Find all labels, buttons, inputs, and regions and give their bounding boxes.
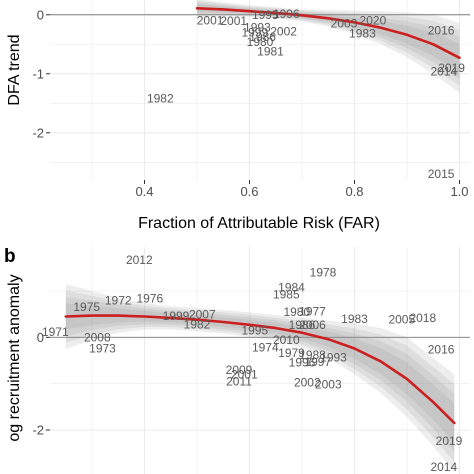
x-tick-label: 0.8 (345, 184, 363, 199)
year-point-label: 2007 (189, 308, 216, 322)
confidence-band-layer (197, 0, 460, 86)
confidence-band-layer (65, 297, 455, 453)
year-point-label: 1981 (257, 44, 284, 58)
year-point-label: 2014 (430, 64, 457, 78)
x-tick-label: 1.0 (450, 184, 468, 199)
year-point-label: 1988 (299, 348, 326, 362)
confidence-band-layer (65, 284, 455, 472)
year-point-label: 1983 (349, 27, 376, 41)
year-point-label: 2016 (428, 24, 455, 38)
y-tick-label: 0 (37, 7, 44, 22)
year-point-label: 1973 (89, 342, 116, 356)
confidence-band-layer (197, 0, 460, 93)
fit-curve (64, 314, 456, 425)
year-point-label: 1996 (273, 7, 300, 21)
year-point-label: 2009 (226, 363, 253, 377)
year-point-label: 2005 (388, 313, 415, 327)
year-point-label: 1971 (42, 325, 69, 339)
year-point-label: 2012 (126, 253, 153, 267)
panel-a-y-axis-title: DFA trend (6, 34, 23, 105)
year-point-label: 1983 (341, 312, 368, 326)
year-point-label: 2001 (231, 367, 258, 381)
panel-a-tick-labels: 0 -1 -2 0.4 0.6 0.8 1.0 (32, 7, 468, 199)
year-point-label: 1993 (244, 21, 271, 35)
y-tick-label: -1 (32, 66, 44, 81)
confidence-band-layer (65, 303, 455, 443)
year-point-label: 1979 (278, 346, 305, 360)
year-point-label: 1972 (105, 294, 132, 308)
year-point-label: 1984 (278, 280, 305, 294)
year-point-label: 1997 (304, 355, 331, 369)
year-point-label: 2019 (436, 434, 463, 448)
panel-b-y-axis-title: og recruitment anomaly (6, 274, 23, 441)
fit-curve (195, 7, 461, 60)
panel-b-background (50, 247, 470, 474)
year-point-label: 2014 (430, 460, 457, 474)
year-point-label: 1980 (283, 305, 310, 319)
panel-a-x-axis-title: Fraction of Attributable Risk (FAR) (138, 215, 380, 232)
year-point-label: 1985 (273, 288, 300, 302)
year-point-label: 2001 (197, 14, 224, 28)
year-point-label: 1978 (310, 266, 337, 280)
year-point-label: 1999 (241, 26, 268, 40)
year-point-label: 2002 (270, 24, 297, 38)
year-point-label: 2016 (428, 342, 455, 356)
x-tick-label: 0.6 (240, 184, 258, 199)
year-point-label: 1995 (252, 8, 279, 22)
y-tick-label: 0 (37, 330, 44, 345)
year-point-label: 1995 (241, 323, 268, 337)
year-point-label: 2020 (360, 14, 387, 28)
year-point-label: 1996 (289, 355, 316, 369)
panel-b-fit-line (64, 314, 456, 425)
year-point-label: 2002 (294, 376, 321, 390)
year-point-label: 2003 (315, 378, 342, 392)
panel-b-tick-labels: 0 -2 (32, 330, 50, 438)
year-point-label: 2019 (438, 61, 465, 75)
year-point-label: 1977 (299, 304, 326, 318)
year-point-label: 1986 (249, 30, 276, 44)
year-point-label: 1999 (163, 309, 190, 323)
panel-a-fit-line (195, 7, 461, 60)
y-tick-label: -2 (32, 423, 44, 438)
year-point-label: 1993 (320, 350, 347, 364)
year-point-label: 2015 (428, 167, 455, 181)
y-tick-label: -2 (32, 125, 44, 140)
year-point-label: 1986 (289, 318, 316, 332)
confidence-band-layer (197, 2, 460, 79)
year-point-label: 2008 (84, 330, 111, 344)
confidence-band-layer (65, 290, 455, 462)
year-point-label: 1980 (247, 35, 274, 49)
year-point-label: 1982 (184, 317, 211, 331)
year-point-label: 2011 (226, 374, 252, 388)
panel-b-gridlines (50, 247, 470, 474)
year-point-label: 2001 (220, 14, 247, 28)
panel-a-background (50, 0, 470, 180)
year-point-label: 1975 (73, 300, 100, 314)
year-point-label: 2010 (273, 333, 300, 347)
year-point-label: 2006 (299, 318, 326, 332)
panel-a-gridlines (50, 0, 470, 180)
panel-b-confidence-band (65, 284, 455, 472)
year-point-label: 1974 (252, 341, 279, 355)
year-point-label: 1976 (136, 291, 163, 305)
year-point-label: 1982 (147, 92, 174, 106)
x-tick-label: 0.4 (135, 184, 153, 199)
year-point-label: 2003 (331, 17, 358, 31)
panel-b-tag: b (4, 246, 16, 267)
year-point-label: 2018 (409, 311, 436, 325)
